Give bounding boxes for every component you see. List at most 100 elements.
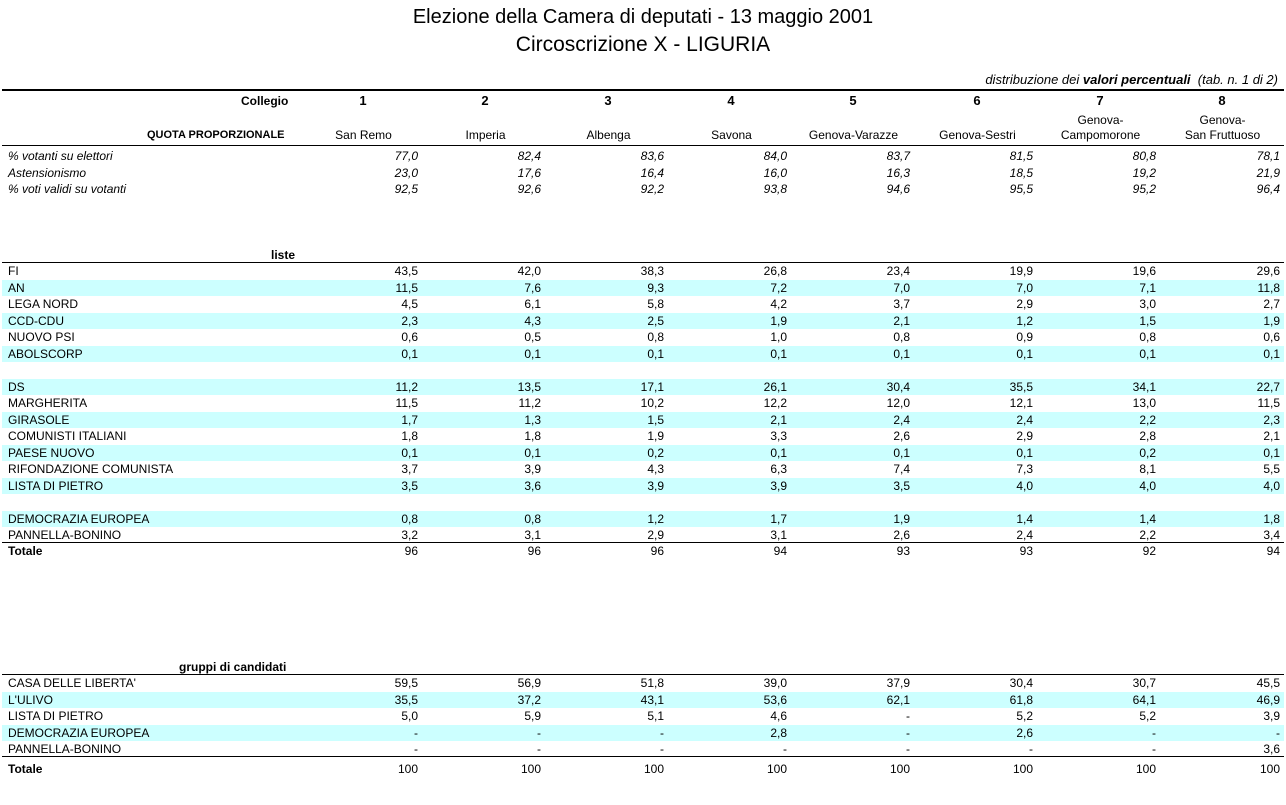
cell-value: 92 [1142, 544, 1156, 558]
cell-value: 0,1 [401, 346, 418, 361]
cell-value: 78,1 [1256, 149, 1280, 163]
cell-value: 2,2 [1139, 412, 1156, 427]
table-row: LISTA DI PIETRO 5,0 5,9 5,1 4,6 - 5,2 5,2 3,9 [2, 708, 1284, 725]
cell-value: 46,9 [1256, 692, 1280, 707]
college-number: 3 [604, 93, 612, 108]
cell-value: 1,4 [1016, 511, 1033, 526]
cell-value: - [1276, 725, 1280, 740]
cell-value: 4,2 [770, 297, 787, 311]
cell-value: 30,4 [1009, 676, 1033, 690]
table-row: L'ULIVO 35,5 37,2 43,1 53,6 62,1 61,8 64,1 46,9 [2, 691, 1284, 708]
cell-value: 30,4 [886, 379, 910, 394]
cell-value: 16,3 [886, 165, 910, 180]
cell-value: 1,7 [401, 412, 418, 427]
cell-value: 94,6 [886, 182, 910, 196]
cell-value: 100 [1259, 762, 1280, 776]
cell-value: 21,9 [1256, 165, 1280, 180]
cell-value: 2,4 [1016, 528, 1033, 542]
collegio-label: Collegio [241, 94, 289, 108]
cell-value: 1,2 [647, 511, 664, 526]
cell-value: 38,3 [640, 264, 664, 278]
header-top-rule [2, 89, 1284, 91]
cell-value: 0,8 [524, 511, 541, 526]
table-row: NUOVO PSI 0,6 0,5 0,8 1,0 0,8 0,9 0,8 0,6 [2, 329, 1284, 346]
cell-value: 7,0 [893, 280, 910, 295]
row-label: Totale [8, 544, 43, 558]
cell-value: 2,1 [893, 313, 910, 328]
table-row: FI 43,5 42,0 38,3 26,8 23,4 19,9 19,6 29,6 [2, 263, 1284, 280]
college-name: Genova- Campomorone [1060, 113, 1141, 142]
cell-value: 5,2 [1016, 709, 1033, 723]
cell-value: 0,1 [1016, 346, 1033, 361]
cell-value: 1,9 [647, 429, 664, 443]
cell-value: 2,6 [893, 528, 910, 542]
table-row: ABOLSCORP 0,1 0,1 0,1 0,1 0,1 0,1 0,1 0,1 [2, 345, 1284, 362]
row-label: GIRASOLE [8, 412, 70, 427]
cell-value: 93,8 [763, 182, 787, 196]
cell-value: 0,1 [1263, 346, 1280, 361]
cell-value: 0,1 [647, 346, 664, 361]
cell-value: 0,1 [524, 346, 541, 361]
cell-value: 6,3 [770, 462, 787, 476]
row-label: FI [8, 264, 19, 278]
cell-value: 84,0 [763, 149, 787, 163]
cell-value: 96 [404, 544, 418, 558]
cell-value: - [783, 742, 787, 756]
cell-value: 100 [520, 762, 541, 776]
cell-value: 0,5 [524, 330, 541, 344]
gruppi-label: gruppi di candidati [179, 660, 287, 674]
table-row: PANNELLA-BONINO - - - - - - - 3,6 [2, 741, 1284, 758]
cell-value: 7,4 [893, 462, 910, 476]
cell-value: 100 [643, 762, 664, 776]
liste-total-rule [2, 542, 1284, 543]
cell-value: 5,8 [647, 297, 664, 311]
cell-value: 3,5 [893, 478, 910, 493]
cell-value: 12,1 [1009, 396, 1033, 410]
cell-value: 0,1 [770, 346, 787, 361]
cell-value: 1,5 [647, 412, 664, 427]
cell-value: 4,0 [1263, 478, 1280, 493]
cell-value: 11,5 [395, 280, 418, 295]
cell-value: 100 [1135, 762, 1156, 776]
cell-value: 37,9 [886, 676, 910, 690]
row-label: Astensionismo [8, 165, 87, 180]
row-label: LISTA DI PIETRO [8, 709, 104, 723]
cell-value: 34,1 [1132, 379, 1156, 394]
liste-top-rule [2, 262, 1284, 263]
cell-value: 53,6 [763, 692, 787, 707]
cell-value: 5,5 [1263, 462, 1280, 476]
cell-value: 4,5 [401, 297, 418, 311]
cell-value: 3,7 [401, 462, 418, 476]
cell-value: 5,0 [401, 709, 418, 723]
row-label: L'ULIVO [8, 692, 53, 707]
cell-value: 0,8 [647, 330, 664, 344]
row-label: DEMOCRAZIA EUROPEA [8, 725, 150, 740]
row-label: CCD-CDU [8, 313, 64, 328]
row-label: COMUNISTI ITALIANI [8, 429, 127, 443]
stat-row: Astensionismo 23,0 17,6 16,4 16,0 16,3 18,5 19,… [2, 165, 1284, 182]
table-row: COMUNISTI ITALIANI 1,8 1,8 1,9 3,3 2,6 2,9 2,8 2… [2, 428, 1284, 445]
table-row [2, 494, 1284, 511]
cell-value: 94 [1266, 544, 1280, 558]
cell-value: - [537, 725, 541, 740]
cell-value: 11,2 [518, 396, 541, 410]
cell-value: 4,3 [524, 313, 541, 328]
row-label: LEGA NORD [8, 297, 79, 311]
cell-value: 5,1 [647, 709, 664, 723]
cell-value: 96 [650, 544, 664, 558]
cell-value: 12,0 [886, 396, 910, 410]
cell-value: 6,1 [524, 297, 541, 311]
cell-value: 17,1 [640, 379, 664, 394]
college-number: 2 [481, 93, 489, 108]
cell-value: 1,8 [401, 429, 418, 443]
cell-value: 0,1 [893, 445, 910, 460]
cell-value: 2,2 [1139, 528, 1156, 542]
college-name: Savona [711, 128, 752, 142]
row-label: % votanti su elettori [8, 149, 113, 163]
cell-value: 92,6 [517, 182, 541, 196]
cell-value: 45,5 [1256, 676, 1280, 690]
table-row: AN 11,5 7,6 9,3 7,2 7,0 7,0 7,1 11,8 [2, 279, 1284, 296]
college-number: 8 [1218, 93, 1226, 108]
cell-value: 100 [1012, 762, 1033, 776]
cell-value: 35,5 [1009, 379, 1033, 394]
